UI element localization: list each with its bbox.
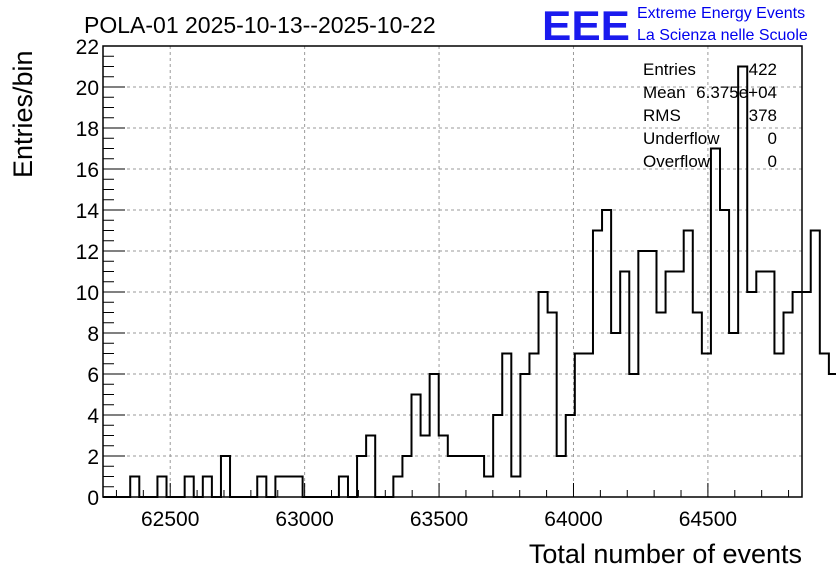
stats-overflow-label: Overflow (643, 152, 711, 171)
y-tick-label: 6 (87, 364, 99, 387)
stats-mean-value: 6.375e+04 (696, 83, 777, 102)
y-tick-label: 0 (87, 487, 99, 510)
stats-underflow-label: Underflow (643, 129, 720, 148)
y-tick-label: 4 (87, 405, 99, 428)
y-tick-labels: 0 2 4 6 8 10 12 14 16 18 20 22 (76, 36, 100, 510)
stats-mean-label: Mean (643, 83, 686, 102)
stats-box: Entries 422 Mean 6.375e+04 RMS 378 Under… (643, 60, 777, 171)
axis-ticks (103, 45, 790, 498)
chart-title: POLA-01 2025-10-13--2025-10-22 (84, 12, 436, 38)
plot-frame (102, 45, 803, 498)
stats-underflow-value: 0 (768, 129, 777, 148)
y-tick-label: 2 (87, 446, 99, 469)
x-tick-labels: 62500 63000 63500 64000 64500 (141, 508, 737, 531)
y-tick-label: 10 (76, 282, 99, 305)
grid-lines (103, 46, 802, 497)
stats-entries-value: 422 (749, 60, 777, 79)
x-tick-label: 62500 (141, 508, 199, 531)
stats-rms-value: 378 (749, 106, 777, 125)
x-tick-label: 63500 (410, 508, 468, 531)
y-tick-label: 22 (76, 36, 99, 59)
stats-entries-label: Entries (643, 60, 696, 79)
stats-overflow-value: 0 (768, 152, 777, 171)
x-tick-label: 64500 (679, 508, 737, 531)
eee-logo-line2: La Scienza nelle Scuole (637, 27, 808, 44)
eee-logo: EEE Extreme Energy Events La Scienza nel… (542, 2, 808, 49)
y-tick-label: 18 (76, 118, 99, 141)
stats-rms-label: RMS (643, 106, 681, 125)
eee-logo-mark: EEE (542, 2, 630, 49)
x-tick-label: 63000 (275, 508, 333, 531)
histogram-outline (103, 65, 836, 498)
y-tick-label: 8 (87, 323, 99, 346)
y-tick-label: 12 (76, 241, 99, 264)
y-tick-label: 14 (76, 200, 100, 223)
x-axis-title: Total number of events (529, 539, 802, 569)
y-tick-label: 16 (76, 159, 99, 182)
x-tick-label: 64000 (544, 508, 602, 531)
y-tick-label: 20 (76, 77, 99, 100)
eee-logo-line1: Extreme Energy Events (637, 5, 805, 22)
y-axis-title: Entries/bin (8, 50, 38, 178)
